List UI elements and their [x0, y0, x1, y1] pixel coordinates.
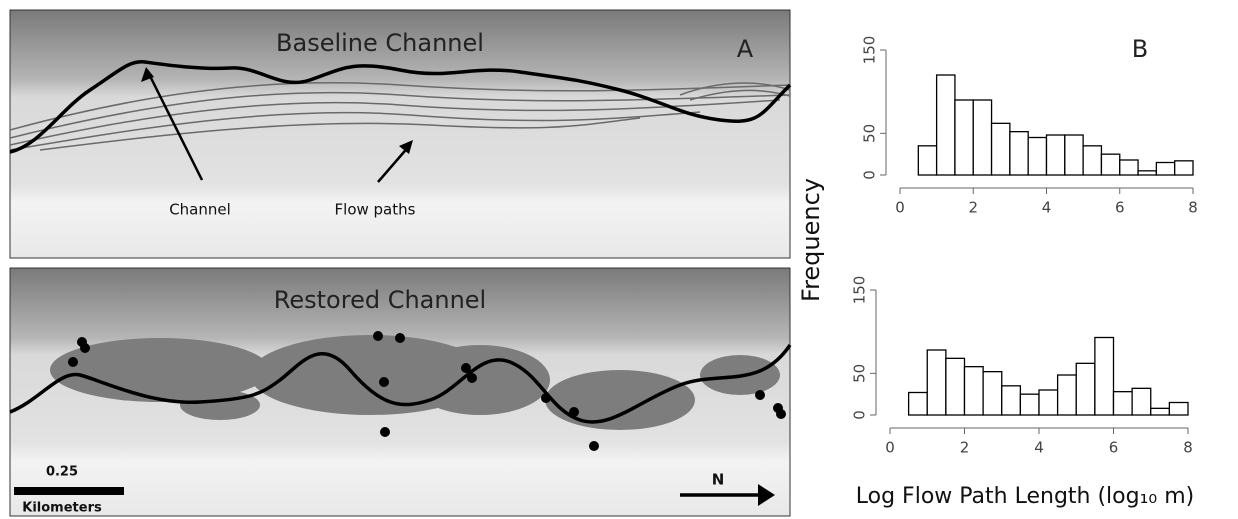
bar — [1083, 146, 1101, 175]
panel-label: A — [737, 35, 754, 63]
bar — [927, 350, 946, 415]
bar — [1175, 161, 1193, 175]
annotation: Channel — [169, 201, 231, 219]
x-tick-label: 2 — [960, 439, 970, 457]
bar — [1114, 392, 1133, 415]
bar — [992, 123, 1010, 175]
bar — [1120, 160, 1138, 175]
x-tick-label: 4 — [1034, 439, 1044, 457]
bar — [1132, 388, 1151, 415]
x-tick-label: 4 — [1042, 199, 1052, 217]
x-tick-label: 6 — [1109, 439, 1119, 457]
bar — [1095, 338, 1114, 416]
x-tick-label: 6 — [1115, 199, 1125, 217]
panel-label: B — [1132, 35, 1148, 63]
map-b: Restored Channel 0.25 Kilometers B N — [10, 268, 790, 516]
bar — [1151, 408, 1170, 415]
scale-label: 0.25 — [46, 465, 78, 480]
x-tick-label: 0 — [885, 439, 895, 457]
scale-bar — [14, 487, 124, 495]
y-tick-label: 150 — [861, 36, 879, 65]
bar — [937, 75, 955, 175]
bar — [1169, 403, 1188, 416]
x-axis-label: Log Flow Path Length (log₁₀ m) — [856, 484, 1194, 509]
x-tick-label: 8 — [1183, 439, 1193, 457]
x-tick-label: 0 — [895, 199, 905, 217]
bar — [1039, 390, 1058, 415]
figure: Baseline Channel A Channel Flow paths Re… — [0, 0, 1238, 519]
x-tick-label: 8 — [1188, 199, 1198, 217]
annotation: Flow paths — [335, 201, 416, 219]
x-tick-label: 2 — [968, 199, 978, 217]
bar — [1010, 132, 1028, 175]
bar — [983, 372, 1002, 415]
bar — [1058, 375, 1077, 415]
bar — [1028, 138, 1046, 176]
bar — [1076, 363, 1095, 415]
bar — [918, 146, 936, 175]
bar — [1002, 386, 1021, 415]
bar — [955, 100, 973, 175]
y-tick-label: 50 — [851, 364, 869, 383]
map-title: Baseline Channel — [276, 29, 484, 57]
map-a: Baseline Channel A Channel Flow paths — [10, 10, 790, 258]
scale-unit: Kilometers — [22, 501, 102, 516]
bar — [965, 367, 984, 415]
bar — [1138, 171, 1156, 175]
north-label: N — [712, 471, 725, 489]
bar — [1101, 154, 1119, 175]
y-tick-label: 50 — [861, 124, 879, 143]
map-title: Restored Channel — [274, 286, 486, 314]
bar — [909, 393, 928, 416]
y-tick-label: 150 — [851, 276, 869, 305]
bar — [946, 358, 965, 415]
y-axis-label: Frequency — [797, 178, 825, 302]
bar — [1020, 394, 1039, 415]
bar — [1065, 135, 1083, 175]
y-tick-label: 0 — [861, 170, 879, 180]
bar — [973, 100, 991, 175]
bar — [1047, 135, 1065, 175]
bar — [1156, 163, 1174, 176]
y-tick-label: 0 — [851, 410, 869, 420]
